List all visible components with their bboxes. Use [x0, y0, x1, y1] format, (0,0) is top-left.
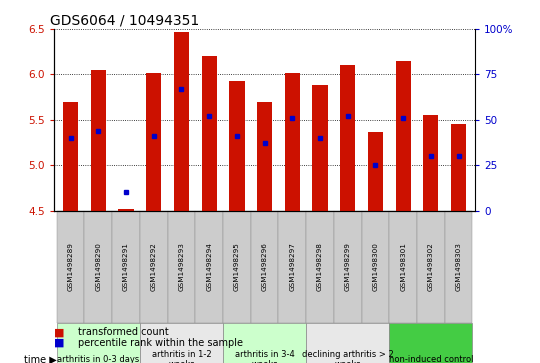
Text: GSM1498292: GSM1498292: [151, 242, 157, 291]
Bar: [306, 323, 389, 363]
Text: GDS6064 / 10494351: GDS6064 / 10494351: [50, 14, 199, 28]
Text: GSM1498293: GSM1498293: [178, 242, 185, 291]
Bar: [223, 211, 251, 323]
Bar: [313, 85, 328, 211]
Text: GSM1498291: GSM1498291: [123, 242, 129, 291]
Text: GSM1498296: GSM1498296: [261, 242, 268, 291]
Bar: [57, 211, 84, 323]
Bar: [306, 211, 334, 323]
Bar: [112, 211, 140, 323]
Text: GSM1498298: GSM1498298: [317, 242, 323, 291]
Text: arthritis in 3-4
weeks: arthritis in 3-4 weeks: [235, 350, 294, 363]
Bar: [140, 323, 223, 363]
Text: declining arthritis > 2
weeks: declining arthritis > 2 weeks: [302, 350, 394, 363]
Bar: [334, 211, 362, 323]
Text: GSM1498301: GSM1498301: [400, 242, 406, 291]
Text: arthritis in 0-3 days: arthritis in 0-3 days: [57, 355, 139, 363]
Text: time ▶: time ▶: [24, 354, 57, 363]
Bar: [395, 61, 411, 211]
Bar: [368, 131, 383, 211]
Text: GSM1498302: GSM1498302: [428, 242, 434, 291]
Text: ■: ■: [54, 338, 64, 348]
Bar: [362, 211, 389, 323]
Bar: [63, 102, 78, 211]
Bar: [118, 209, 134, 211]
Text: GSM1498295: GSM1498295: [234, 242, 240, 291]
Bar: [285, 73, 300, 211]
Bar: [195, 211, 223, 323]
Bar: [201, 56, 217, 211]
Text: non-induced control: non-induced control: [389, 355, 473, 363]
Bar: [257, 102, 272, 211]
Text: GSM1498297: GSM1498297: [289, 242, 295, 291]
Text: GSM1498294: GSM1498294: [206, 242, 212, 291]
Bar: [140, 211, 167, 323]
Bar: [167, 211, 195, 323]
Text: transformed count: transformed count: [78, 327, 169, 337]
Bar: [91, 70, 106, 211]
Bar: [57, 323, 140, 363]
Bar: [417, 211, 445, 323]
Text: GSM1498289: GSM1498289: [68, 242, 73, 291]
Text: GSM1498303: GSM1498303: [456, 242, 462, 291]
Text: GSM1498299: GSM1498299: [345, 242, 351, 291]
Bar: [423, 115, 438, 211]
Text: percentile rank within the sample: percentile rank within the sample: [78, 338, 244, 348]
Bar: [84, 211, 112, 323]
Bar: [223, 323, 306, 363]
Bar: [389, 211, 417, 323]
Text: ■: ■: [54, 327, 64, 337]
Text: GSM1498290: GSM1498290: [96, 242, 102, 291]
Bar: [279, 211, 306, 323]
Bar: [230, 81, 245, 211]
Bar: [174, 32, 189, 211]
Bar: [146, 73, 161, 211]
Text: arthritis in 1-2
weeks: arthritis in 1-2 weeks: [152, 350, 211, 363]
Bar: [340, 65, 355, 211]
Bar: [389, 323, 472, 363]
Text: GSM1498300: GSM1498300: [373, 242, 379, 291]
Bar: [451, 124, 466, 211]
Bar: [251, 211, 279, 323]
Bar: [445, 211, 472, 323]
